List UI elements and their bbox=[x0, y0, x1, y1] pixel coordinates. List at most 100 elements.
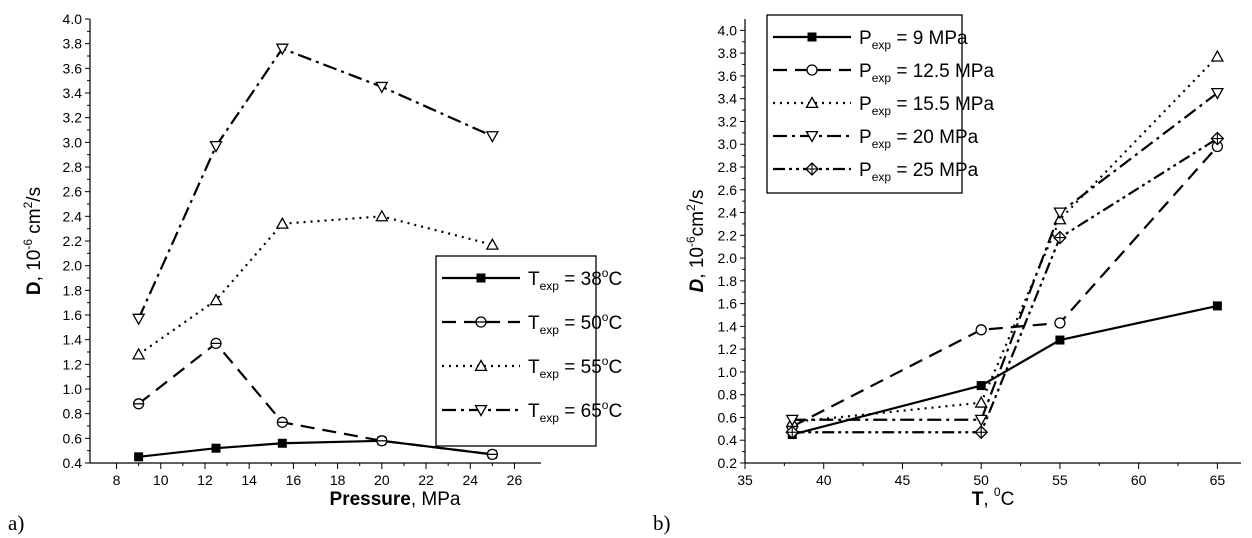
data-point bbox=[785, 414, 799, 427]
legend-marker bbox=[475, 316, 487, 328]
data-point bbox=[375, 81, 389, 94]
x-axis-label-unit: C bbox=[1001, 489, 1015, 510]
x-axis-label-sup: 0 bbox=[994, 485, 1001, 499]
x-axis-label: Pressure, MPa bbox=[330, 489, 461, 510]
data-point bbox=[275, 216, 289, 229]
x-tick-label: 45 bbox=[895, 472, 911, 488]
legend-label: Pexp = 9 MPa bbox=[859, 28, 968, 52]
y-tick-label: 4.0 bbox=[718, 22, 738, 38]
x-axis-label-bold: Pressure bbox=[330, 489, 411, 510]
data-point bbox=[1053, 230, 1067, 245]
y-tick-label: 4.0 bbox=[63, 11, 83, 27]
y-axis-label-rest: , 10 bbox=[24, 250, 45, 282]
legend-label-main: T bbox=[528, 269, 540, 290]
x-tick-label: 26 bbox=[507, 472, 523, 488]
legend-label-unit: C bbox=[608, 357, 622, 378]
legend-label-sub: exp bbox=[872, 137, 892, 151]
y-tick-label: 2.0 bbox=[63, 258, 83, 274]
legend-box bbox=[435, 255, 597, 447]
series-5 bbox=[785, 131, 1225, 440]
y-tick-label: 2.8 bbox=[63, 159, 83, 175]
y-tick-label: 3.4 bbox=[63, 85, 83, 101]
data-point bbox=[277, 438, 287, 448]
chart-b: 0.2 0.4 0.6 0.8 1.0 1.2 1.4 1.6 1.8 2.0 2.2 2.4 2.6 2… bbox=[653, 14, 1241, 535]
y-axis-label-unit-exp: 2 bbox=[684, 204, 698, 211]
y-tick-label: 3.6 bbox=[63, 60, 83, 76]
y-tick-label: 0.8 bbox=[63, 406, 83, 422]
legend-label-value: = 25 MPa bbox=[891, 160, 979, 181]
data-point bbox=[211, 443, 221, 453]
legend-label-value: = 65 bbox=[559, 401, 602, 422]
legend-label-value: = 55 bbox=[559, 357, 602, 378]
x-tick-label: 18 bbox=[330, 472, 346, 488]
x-tick-label: 14 bbox=[241, 472, 257, 488]
panel-label: b) bbox=[653, 511, 671, 535]
x-tick-label: 10 bbox=[153, 472, 169, 488]
legend-marker bbox=[805, 162, 819, 176]
legend-label-main: P bbox=[859, 94, 872, 115]
legend-label: Texp = 65oC bbox=[528, 398, 622, 425]
series-line bbox=[791, 304, 1218, 436]
y-tick-label: 3.2 bbox=[63, 110, 83, 126]
legend-label-sup: o bbox=[602, 266, 609, 280]
legend-label-sub: exp bbox=[540, 279, 560, 293]
y-axis-label-exp: -6 bbox=[21, 239, 35, 250]
y-axis-label-tail: /s bbox=[687, 190, 708, 205]
y-tick-label: 2.2 bbox=[63, 233, 83, 249]
data-point bbox=[275, 43, 289, 56]
legend-label-unit: C bbox=[608, 313, 622, 334]
y-tick-label: 1.8 bbox=[718, 273, 738, 289]
y-axis-label-unit: cm bbox=[687, 211, 708, 236]
y-tick-label: 3.0 bbox=[63, 134, 83, 150]
x-tick-label: 22 bbox=[418, 472, 434, 488]
data-point bbox=[132, 347, 146, 360]
legend-label-value: = 50 bbox=[559, 313, 602, 334]
legend-label: Texp = 50oC bbox=[528, 310, 622, 337]
legend-label: Pexp = 25 MPa bbox=[859, 160, 979, 184]
y-axis-label-rest: , 10 bbox=[687, 247, 708, 279]
x-tick-label: 12 bbox=[197, 472, 213, 488]
data-point bbox=[1212, 301, 1222, 311]
series-line bbox=[792, 137, 1218, 434]
legend-label-value: = 20 MPa bbox=[891, 127, 979, 148]
data-point bbox=[1210, 49, 1224, 62]
y-tick-label: 1.0 bbox=[718, 364, 738, 380]
y-tick-label: 2.2 bbox=[718, 227, 738, 243]
data-point bbox=[132, 313, 146, 326]
x-tick-label: 65 bbox=[1210, 472, 1226, 488]
y-tick-label: 1.6 bbox=[718, 296, 738, 312]
legend-label: Texp = 38oC bbox=[528, 266, 622, 293]
legend-label-main: P bbox=[859, 160, 872, 181]
y-tick-label: 3.6 bbox=[718, 68, 738, 84]
x-tick-label: 35 bbox=[737, 472, 753, 488]
data-point bbox=[209, 293, 223, 306]
x-axis-label-bold: T bbox=[972, 489, 984, 510]
legend-label: Pexp = 12.5 MPa bbox=[859, 61, 994, 85]
data-point bbox=[785, 425, 800, 440]
x-axis-label-rest: , bbox=[983, 489, 994, 510]
x-tick-label: 24 bbox=[462, 472, 478, 488]
y-tick-label: 0.8 bbox=[718, 387, 738, 403]
legend-label-value: = 38 bbox=[559, 269, 602, 290]
data-point bbox=[974, 414, 988, 427]
chart-a: 0.4 0.6 0.8 1.0 1.2 1.4 1.6 1.8 2.0 2.2 2.4 2.6 2.8 3… bbox=[8, 11, 622, 535]
legend-label-value: = 15.5 MPa bbox=[891, 94, 994, 115]
y-tick-label: 1.4 bbox=[63, 332, 83, 348]
y-tick-label: 3.0 bbox=[718, 136, 738, 152]
legend-label-main: P bbox=[859, 61, 872, 82]
y-axis-label-bold: D bbox=[687, 278, 708, 292]
y-tick-label: 3.8 bbox=[63, 36, 83, 52]
y-axis-label: D, 10-6cm2/s bbox=[684, 190, 708, 293]
legend-marker bbox=[476, 273, 486, 283]
data-point bbox=[134, 452, 144, 462]
data-point bbox=[485, 237, 499, 250]
y-tick-label: 3.4 bbox=[718, 91, 738, 107]
y-tick-label: 2.4 bbox=[63, 208, 83, 224]
data-point bbox=[485, 131, 499, 144]
legend-label-sub: exp bbox=[540, 411, 560, 425]
data-point bbox=[132, 398, 145, 410]
legend-label-main: P bbox=[859, 127, 872, 148]
y-tick-label: 3.8 bbox=[718, 45, 738, 61]
